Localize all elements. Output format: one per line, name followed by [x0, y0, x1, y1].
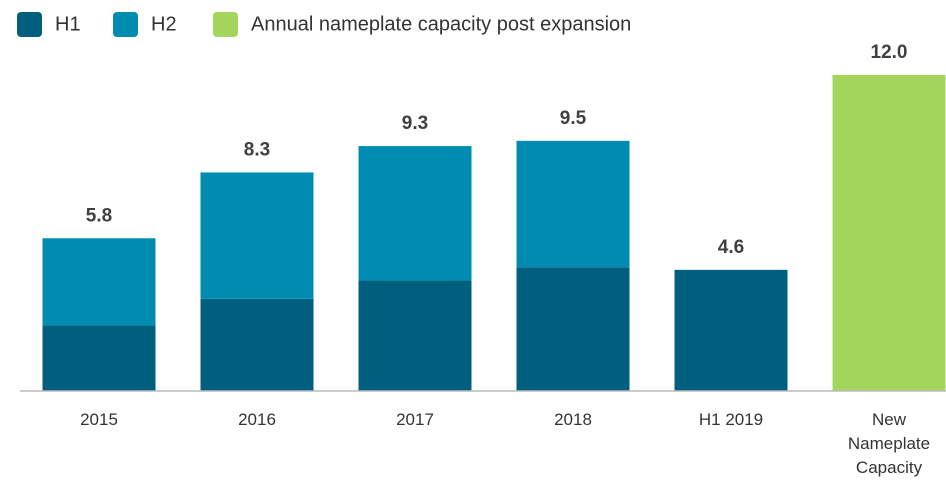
x-tick-label: 2017 — [396, 410, 434, 429]
bar-segment — [674, 269, 788, 391]
total-label: 5.8 — [86, 205, 112, 226]
bar-segment — [200, 172, 314, 299]
total-label: 4.6 — [718, 237, 744, 258]
legend-swatch — [113, 12, 138, 37]
x-tick-label: 2016 — [238, 410, 276, 429]
x-tick-label: H1 2019 — [698, 410, 764, 429]
legend-swatch — [213, 12, 238, 37]
bar-segment — [42, 325, 156, 391]
bar-segment — [516, 140, 630, 268]
legend-swatch — [17, 12, 42, 37]
bar-segment — [42, 238, 156, 326]
bar-segment — [358, 146, 472, 281]
total-label: 9.5 — [560, 108, 587, 129]
bar-segment — [832, 75, 946, 391]
legend-label: H2 — [151, 13, 177, 35]
legend-label: Annual nameplate capacity post expansion — [251, 13, 631, 35]
x-tick-label: 2018 — [554, 410, 592, 429]
legend-label: H1 — [55, 13, 81, 35]
bar-segment — [358, 280, 472, 391]
total-label: 9.3 — [402, 113, 428, 134]
bar-segment — [516, 267, 630, 391]
total-label: 12.0 — [871, 42, 908, 63]
bar-segment — [200, 298, 314, 391]
total-label: 8.3 — [244, 139, 270, 160]
x-tick-label: New Nameplate Capacity — [847, 410, 931, 477]
x-tick-label: 2015 — [80, 410, 118, 429]
